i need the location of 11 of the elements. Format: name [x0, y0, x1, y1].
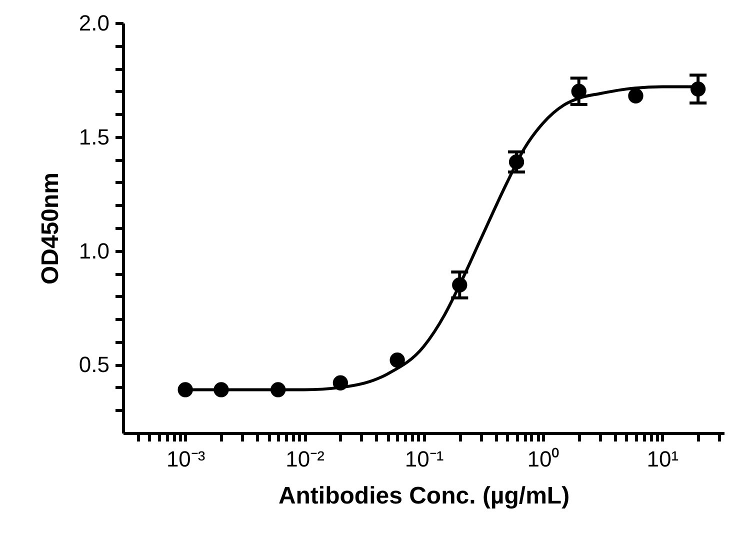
x-axis-title: Antibodies Conc. (µg/mL): [278, 482, 570, 510]
x-tick-label: 10¹: [646, 446, 679, 472]
x-tick-label: 10⁻¹: [404, 446, 444, 472]
y-tick-label: 0.5: [78, 352, 110, 378]
x-tick-label: 10⁰: [527, 446, 560, 472]
x-tick-label: 10⁻²: [286, 446, 324, 472]
y-axis-title: OD450nm: [36, 172, 64, 285]
y-tick-label: 1.0: [78, 238, 110, 264]
x-tick-label: 10⁻³: [166, 446, 206, 472]
y-tick-label: 2.0: [78, 10, 110, 36]
y-tick-label: 1.5: [78, 124, 110, 150]
